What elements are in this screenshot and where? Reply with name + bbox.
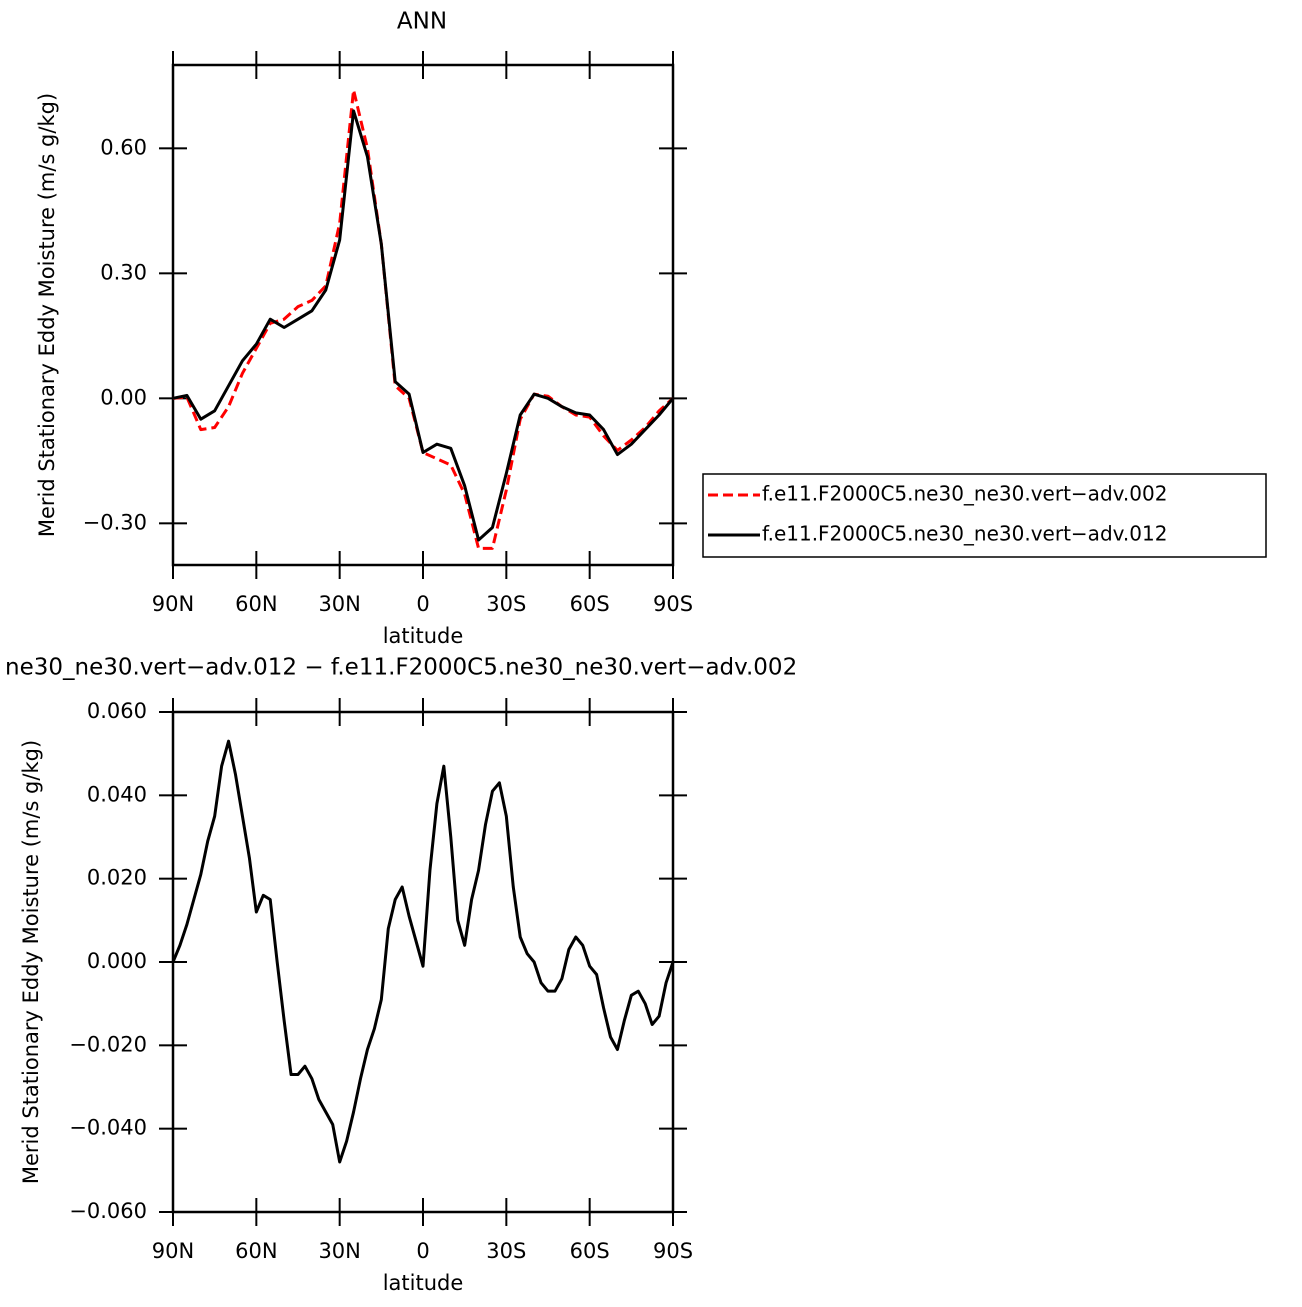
x-tick-label: 90N [152, 592, 194, 616]
legend-label: f.e11.F2000C5.ne30_ne30.vert−adv.002 [762, 482, 1167, 506]
y-axis-label: Merid Stationary Eddy Moisture (m/s g/kg… [19, 740, 43, 1184]
line [172, 109, 675, 542]
x-axis-label: latitude [383, 624, 464, 648]
y-axis-label: Merid Stationary Eddy Moisture (m/s g/kg… [35, 93, 59, 537]
y-tick-label: −0.30 [83, 510, 147, 534]
line [172, 88, 675, 550]
x-tick-label: 30N [318, 592, 360, 616]
x-tick-label: 30S [486, 1239, 526, 1263]
x-axis-label: latitude [383, 1271, 464, 1295]
y-tick-label: 0.040 [87, 782, 147, 806]
legend-label: f.e11.F2000C5.ne30_ne30.vert−adv.012 [762, 522, 1167, 546]
plot-frame [171, 63, 675, 567]
x-tick-label: 60N [235, 592, 277, 616]
chart-title: ne30_ne30.vert−adv.012 − f.e11.F2000C5.n… [5, 655, 797, 681]
x-tick-label: 90S [653, 1239, 693, 1263]
y-tick-label: 0.30 [100, 260, 147, 284]
chart-title: ANN [397, 9, 447, 35]
x-tick-label: 0 [416, 1239, 429, 1263]
y-tick-label: 0.00 [100, 385, 147, 409]
x-tick-label: 0 [416, 592, 429, 616]
y-tick-label: 0.60 [100, 135, 147, 159]
x-tick-label: 90S [653, 592, 693, 616]
x-tick-label: 60S [570, 1239, 610, 1263]
y-tick-label: 0.000 [87, 949, 147, 973]
y-tick-label: −0.020 [69, 1032, 147, 1056]
x-tick-label: 90N [152, 1239, 194, 1263]
legend-box [702, 473, 1267, 558]
y-tick-label: −0.040 [69, 1116, 147, 1140]
x-tick-label: 60N [235, 1239, 277, 1263]
x-tick-label: 60S [570, 592, 610, 616]
x-tick-label: 30S [486, 592, 526, 616]
y-tick-label: 0.020 [87, 866, 147, 890]
x-tick-label: 30N [318, 1239, 360, 1263]
line [171, 739, 675, 1164]
y-tick-label: 0.060 [87, 699, 147, 723]
y-tick-label: −0.060 [69, 1199, 147, 1223]
